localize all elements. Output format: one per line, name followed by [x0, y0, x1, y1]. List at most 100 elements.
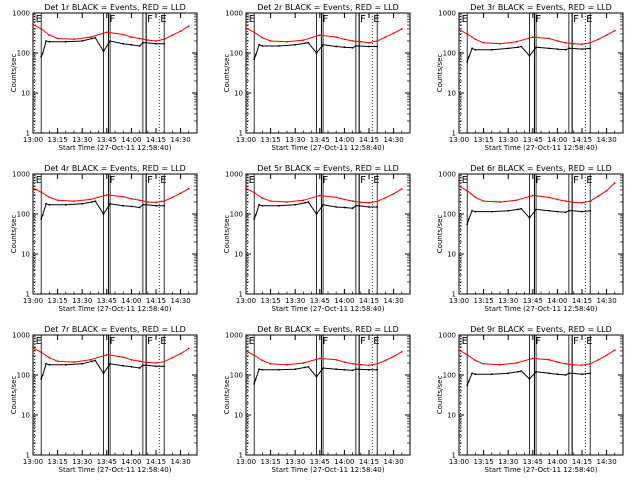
events-data-point — [368, 45, 370, 48]
lld-data-point — [564, 41, 567, 44]
y-tick-label: 100 — [443, 372, 456, 380]
plot-frame — [458, 12, 624, 134]
marker-label: E — [160, 14, 166, 25]
marker-label: F — [147, 14, 153, 25]
detector-panel: Det 8r BLACK = Events, RED = LLD 1 10 100 10… — [223, 325, 411, 474]
detector-panel: Det 4r BLACK = Events, RED = LLD 1 10 100 10… — [10, 164, 198, 313]
x-tick-label: 13:30 — [72, 458, 92, 466]
x-tick-label: 14:00 — [334, 297, 354, 305]
lld-data-point — [130, 36, 133, 38]
events-data-point — [304, 201, 306, 204]
marker-label: F — [360, 336, 366, 347]
events-data-point — [589, 372, 592, 375]
lld-data-point — [253, 354, 256, 357]
lld-data-point — [499, 42, 501, 45]
lld-data-point — [482, 362, 485, 365]
lld-data-point — [286, 363, 288, 366]
events-data-point — [294, 203, 297, 206]
lld-data-point — [245, 350, 247, 352]
marker-label: E — [160, 175, 166, 186]
x-tick-label: 13:00 — [23, 297, 43, 305]
lld-data-point — [368, 364, 370, 367]
x-tick-label: 13:45 — [97, 136, 117, 144]
lld-series-line — [245, 27, 403, 44]
events-data-point — [343, 206, 346, 209]
marker-label: F — [322, 175, 328, 186]
events-data-point — [556, 373, 559, 376]
lld-data-point — [146, 39, 149, 41]
x-tick-label: 14:15 — [146, 136, 166, 144]
lld-data-point — [245, 187, 247, 190]
lld-data-point — [261, 197, 264, 200]
plot-frame — [245, 173, 411, 295]
lld-series-line — [458, 182, 616, 204]
x-tick-label: 14:15 — [359, 297, 379, 305]
events-data-point — [145, 41, 148, 44]
detector-panel: Det 2r BLACK = Events, RED = LLD 1 10 100 10… — [223, 3, 411, 152]
marker-label: E — [586, 14, 592, 25]
lld-data-point — [613, 29, 616, 32]
y-tick-label: 100 — [17, 50, 30, 58]
lld-data-point — [130, 197, 133, 200]
y-tick-label: 100 — [230, 50, 243, 58]
events-data-point — [507, 209, 510, 212]
events-data-point — [258, 368, 260, 371]
events-data-point — [304, 366, 306, 369]
events-data-point — [130, 43, 133, 46]
x-tick-label: 13:45 — [310, 136, 330, 144]
x-tick-label: 13:15 — [474, 458, 494, 466]
lld-data-point — [40, 191, 43, 194]
lld-data-point — [253, 31, 256, 34]
events-data-point — [109, 362, 111, 365]
events-data-point — [277, 45, 280, 47]
x-tick-label: 13:00 — [449, 297, 469, 305]
events-data-point — [45, 362, 47, 365]
events-data-point — [258, 43, 260, 46]
x-tick-label: 13:15 — [48, 136, 68, 144]
y-tick-label: 1 — [26, 130, 30, 138]
y-axis-title: Counts/sec — [223, 215, 231, 254]
lld-data-point — [32, 23, 34, 26]
lld-data-point — [89, 36, 92, 38]
events-data-point — [91, 360, 93, 363]
y-axis-title: Counts/sec — [10, 376, 18, 415]
x-axis-title: Start Time (27-Oct-11 12:58:40) — [272, 305, 385, 313]
marker-label: E — [373, 336, 379, 347]
lld-data-point — [368, 201, 370, 204]
lld-data-point — [548, 37, 551, 40]
events-data-point — [528, 378, 531, 380]
x-axis-title: Start Time (27-Oct-11 12:58:40) — [485, 305, 598, 313]
lld-data-point — [343, 38, 346, 41]
events-data-point — [258, 203, 260, 206]
lld-data-point — [343, 361, 346, 363]
x-tick-label: 13:30 — [285, 458, 305, 466]
lld-data-point — [556, 40, 559, 42]
events-data-point — [358, 204, 361, 207]
events-data-point — [40, 378, 43, 380]
y-tick-label: 1000 — [12, 171, 30, 179]
plot-frame — [458, 173, 624, 295]
events-data-point — [41, 52, 44, 54]
y-tick-label: 10 — [447, 90, 456, 98]
lld-data-point — [130, 358, 133, 361]
events-data-point — [315, 213, 318, 215]
events-data-point — [122, 204, 125, 207]
events-data-point — [351, 207, 354, 210]
events-data-point — [535, 208, 537, 211]
events-data-point — [138, 206, 141, 209]
lld-data-point — [482, 200, 485, 203]
x-tick-label: 14:00 — [334, 458, 354, 466]
marker-label: E — [249, 175, 255, 186]
lld-data-point — [458, 185, 460, 187]
lld-data-point — [572, 42, 575, 45]
y-tick-label: 10 — [21, 90, 30, 98]
events-data-point — [471, 47, 473, 50]
lld-data-point — [466, 189, 469, 192]
x-tick-label: 14:15 — [572, 458, 592, 466]
events-data-point — [122, 42, 125, 45]
lld-data-point — [48, 196, 51, 199]
y-axis-title: Counts/sec — [10, 54, 18, 93]
events-data-point — [253, 383, 256, 385]
lld-data-point — [359, 40, 362, 43]
panel-title: Det 8r BLACK = Events, RED = LLD — [257, 325, 399, 334]
